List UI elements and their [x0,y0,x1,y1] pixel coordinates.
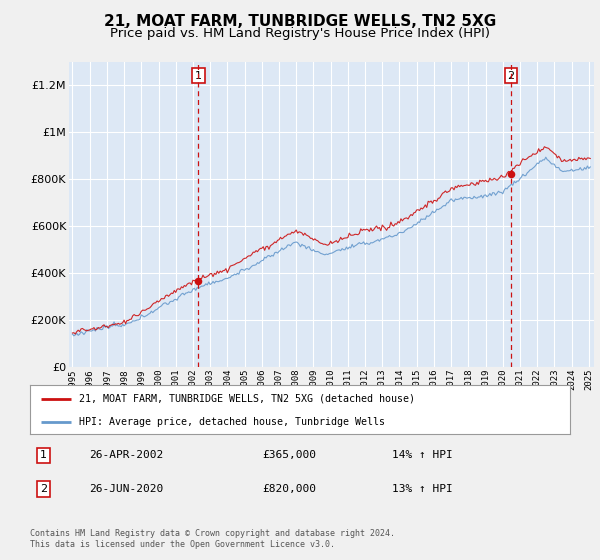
Text: 26-APR-2002: 26-APR-2002 [89,450,164,460]
Text: 26-JUN-2020: 26-JUN-2020 [89,484,164,494]
Point [506,170,516,179]
Text: £365,000: £365,000 [262,450,316,460]
Text: 14% ↑ HPI: 14% ↑ HPI [392,450,452,460]
Text: Contains HM Land Registry data © Crown copyright and database right 2024.
This d: Contains HM Land Registry data © Crown c… [30,529,395,549]
Text: 21, MOAT FARM, TUNBRIDGE WELLS, TN2 5XG (detached house): 21, MOAT FARM, TUNBRIDGE WELLS, TN2 5XG … [79,394,415,404]
Text: Price paid vs. HM Land Registry's House Price Index (HPI): Price paid vs. HM Land Registry's House … [110,27,490,40]
Text: 2: 2 [40,484,47,494]
Text: 1: 1 [40,450,47,460]
Text: 13% ↑ HPI: 13% ↑ HPI [392,484,452,494]
Text: 1: 1 [195,71,202,81]
Text: £820,000: £820,000 [262,484,316,494]
Text: HPI: Average price, detached house, Tunbridge Wells: HPI: Average price, detached house, Tunb… [79,417,385,427]
Text: 2: 2 [508,71,515,81]
Point [194,277,203,286]
Text: 21, MOAT FARM, TUNBRIDGE WELLS, TN2 5XG: 21, MOAT FARM, TUNBRIDGE WELLS, TN2 5XG [104,14,496,29]
